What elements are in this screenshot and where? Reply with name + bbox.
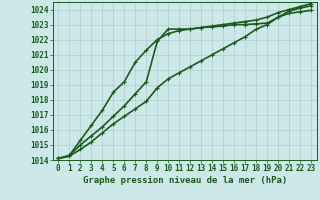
- X-axis label: Graphe pression niveau de la mer (hPa): Graphe pression niveau de la mer (hPa): [83, 176, 287, 185]
